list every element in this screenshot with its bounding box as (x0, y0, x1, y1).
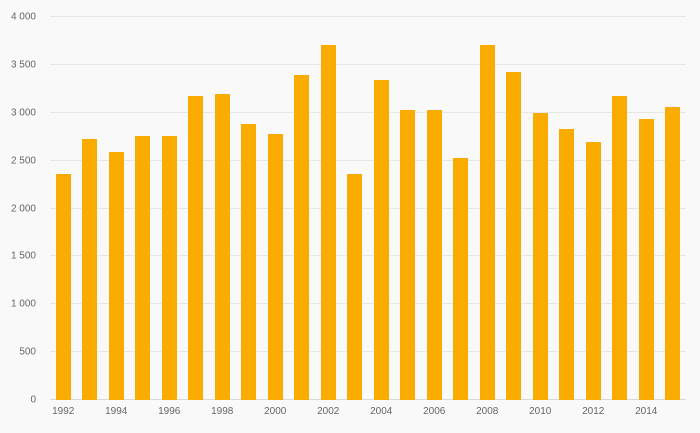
gridline (50, 207, 686, 209)
x-tick-label: 2012 (582, 406, 605, 417)
bar-2000[interactable] (267, 133, 283, 400)
bar-2006[interactable] (426, 109, 442, 400)
bar-slot (262, 17, 289, 400)
bar-2002[interactable] (320, 44, 336, 400)
x-tick-label: 2010 (529, 406, 552, 417)
bar-slot (289, 17, 316, 400)
bars-container (50, 17, 686, 400)
bar-1998[interactable] (214, 93, 230, 400)
bar-2012[interactable] (585, 142, 601, 400)
bar-slot (209, 17, 236, 400)
bar-slot (130, 17, 157, 400)
bar-slot (607, 17, 634, 400)
x-tick-label: 2008 (476, 406, 499, 417)
bar-2007[interactable] (453, 157, 469, 400)
bar-1992[interactable] (55, 174, 71, 400)
bar-2008[interactable] (479, 44, 495, 400)
bar-1997[interactable] (188, 96, 204, 400)
gridline (50, 351, 686, 353)
y-tick-label: 3 000 (10, 107, 36, 119)
bar-1996[interactable] (161, 135, 177, 400)
bar-slot (50, 17, 77, 400)
bar-2010[interactable] (532, 112, 548, 400)
bar-slot (448, 17, 475, 400)
bar-slot (633, 17, 660, 400)
x-axis-line (50, 399, 686, 400)
x-tick-label: 2000 (264, 406, 287, 417)
bar-2001[interactable] (294, 75, 310, 400)
bar-slot (501, 17, 528, 400)
bar-slot (236, 17, 263, 400)
gridline (50, 111, 686, 113)
gridline (50, 255, 686, 257)
bar-slot (103, 17, 130, 400)
bar-1995[interactable] (135, 135, 151, 400)
x-tick-label: 1992 (52, 406, 75, 417)
x-tick-label: 2004 (370, 406, 393, 417)
gridline (50, 63, 686, 65)
gridline (50, 159, 686, 161)
bar-2003[interactable] (347, 174, 363, 400)
bar-2005[interactable] (400, 109, 416, 400)
x-tick-label: 2006 (423, 406, 446, 417)
y-tick-label: 3 500 (10, 59, 36, 71)
bar-slot (474, 17, 501, 400)
bar-2013[interactable] (612, 95, 628, 400)
y-axis: 0 500 1 000 1 500 2 000 2 500 3 000 3 500 4 000 (0, 12, 42, 406)
x-tick-label: 1996 (158, 406, 181, 417)
y-tick-label: 1 000 (10, 298, 36, 310)
y-tick-label: 4 000 (10, 11, 36, 23)
bar-2014[interactable] (638, 118, 654, 400)
y-tick-label: 2 500 (10, 155, 36, 167)
bar-slot (580, 17, 607, 400)
y-tick-label: 2 000 (10, 203, 36, 214)
bar-slot (183, 17, 210, 400)
gridline (50, 303, 686, 305)
bar-slot (156, 17, 183, 400)
bar-slot (368, 17, 395, 400)
bar-slot (395, 17, 422, 400)
x-tick-label: 1998 (211, 406, 234, 417)
bar-2011[interactable] (559, 129, 575, 400)
bar-slot (554, 17, 581, 400)
bar-2009[interactable] (506, 71, 522, 400)
x-tick-label: 1994 (105, 406, 128, 417)
y-tick-label: 500 (19, 346, 36, 358)
bar-1994[interactable] (108, 152, 124, 400)
bar-slot (421, 17, 448, 400)
x-tick-label: 2014 (635, 406, 658, 417)
y-tick-label: 0 (30, 394, 36, 406)
bar-2015[interactable] (665, 107, 681, 400)
bar-slot (527, 17, 554, 400)
y-tick-label: 1 500 (10, 250, 36, 262)
bar-1993[interactable] (82, 138, 98, 400)
gridline (50, 16, 686, 17)
bar-slot (315, 17, 342, 400)
bar-slot (77, 17, 104, 400)
bar-slot (660, 17, 687, 400)
bar-slot (342, 17, 369, 400)
bar-1999[interactable] (241, 124, 257, 400)
plot-area (50, 16, 686, 400)
x-axis: 1992 1994 1996 1998 2000 2002 2004 2006 2008 2010… (50, 400, 686, 433)
x-tick-label: 2002 (317, 406, 340, 417)
bar-2004[interactable] (373, 80, 389, 400)
